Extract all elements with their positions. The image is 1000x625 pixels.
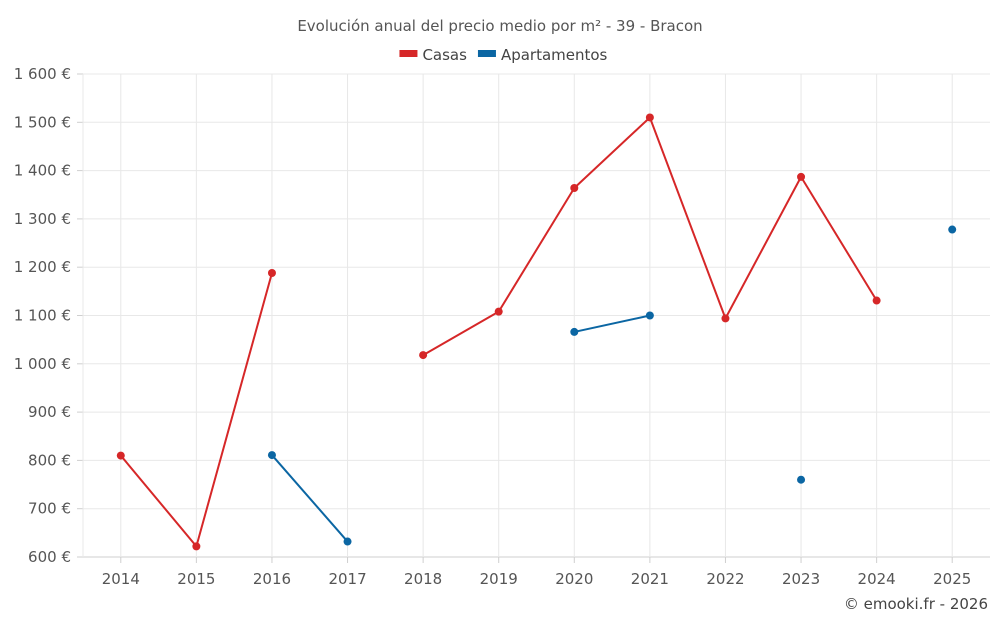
chart-title: Evolución anual del precio medio por m² … [297, 17, 702, 35]
series-line-segment-apartamentos [573, 314, 651, 333]
data-point-casas [721, 314, 730, 323]
series-line-segment-casas [422, 310, 500, 357]
x-tick-label: 2020 [555, 570, 593, 588]
y-tick-label: 700 € [28, 500, 71, 518]
series-line-segment-casas [195, 271, 273, 548]
legend-item-apartamentos[interactable]: Apartamentos [477, 46, 608, 64]
y-tick-label: 1 500 € [14, 113, 71, 131]
x-tick-label: 2014 [102, 570, 140, 588]
legend-swatch-apartamentos [477, 50, 496, 57]
data-point-apartamentos [570, 327, 579, 336]
data-point-casas [192, 542, 201, 551]
series-apartamentos [267, 225, 957, 546]
series-line-segment-casas [800, 175, 878, 302]
data-point-casas [116, 451, 125, 460]
x-tick-label: 2019 [480, 570, 518, 588]
data-point-apartamentos [797, 475, 806, 484]
y-tick-label: 1 600 € [14, 65, 71, 83]
legend-label-apartamentos: Apartamentos [501, 46, 608, 64]
y-tick-label: 1 000 € [14, 355, 71, 373]
x-tick-label: 2017 [328, 570, 366, 588]
series-casas [116, 113, 881, 551]
legend-item-casas[interactable]: Casas [399, 46, 467, 64]
y-tick-label: 600 € [28, 548, 71, 566]
y-tick-label: 1 400 € [14, 162, 71, 180]
data-point-casas [267, 268, 276, 277]
data-point-casas [797, 172, 806, 181]
y-tick-label: 1 300 € [14, 210, 71, 228]
y-axis-ticks: 600 € 700 € 800 € 900 € 1 000 € 1 100 € 1 200 … [14, 65, 71, 566]
legend[interactable]: Casas Apartamentos [399, 46, 608, 64]
x-tick-label: 2024 [858, 570, 896, 588]
data-point-apartamentos [948, 225, 957, 234]
x-tick-label: 2021 [631, 570, 669, 588]
x-tick-label: 2016 [253, 570, 291, 588]
series-layer [116, 113, 957, 551]
series-line-segment-casas [648, 116, 727, 320]
x-tick-label: 2025 [933, 570, 971, 588]
legend-label-casas: Casas [422, 46, 467, 64]
y-tick-label: 1 200 € [14, 258, 71, 276]
y-tick-label: 800 € [28, 451, 71, 469]
series-line-segment-apartamentos [270, 454, 349, 543]
series-line-segment-casas [119, 454, 198, 548]
data-point-casas [645, 113, 654, 122]
data-point-apartamentos [267, 451, 276, 460]
copyright-text: © emooki.fr - 2026 [844, 595, 988, 613]
x-tick-label: 2015 [177, 570, 215, 588]
series-line-segment-casas [497, 186, 576, 313]
y-tick-label: 900 € [28, 403, 71, 421]
legend-swatch-casas [399, 50, 418, 57]
data-point-apartamentos [343, 537, 352, 546]
x-axis-ticks: 2014 2015 2016 2017 2018 2019 2020 2021 2022 2023… [102, 570, 972, 588]
y-tick-label: 1 100 € [14, 307, 71, 325]
grid [77, 73, 990, 563]
data-point-casas [872, 296, 881, 305]
series-line-segment-casas [573, 116, 651, 189]
data-point-casas [494, 307, 503, 316]
data-point-casas [419, 351, 428, 360]
data-point-apartamentos [645, 311, 654, 320]
x-tick-label: 2022 [706, 570, 744, 588]
series-line-segment-casas [724, 175, 803, 320]
data-point-casas [570, 183, 579, 192]
x-tick-label: 2023 [782, 570, 820, 588]
x-tick-label: 2018 [404, 570, 442, 588]
